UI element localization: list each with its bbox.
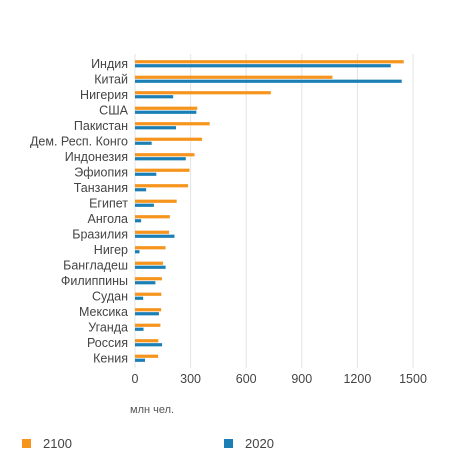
bar-2100 xyxy=(135,308,162,312)
x-tick-label: 900 xyxy=(291,372,312,386)
bar-2100 xyxy=(135,354,159,358)
bar-2100 xyxy=(135,230,170,234)
bars xyxy=(135,60,404,362)
bar-2020 xyxy=(135,64,391,68)
bar-2020 xyxy=(135,188,147,192)
x-axis-label: млн чел. xyxy=(130,404,175,416)
bar-2020 xyxy=(135,126,176,130)
bar-2020 xyxy=(135,157,186,161)
category-label: Мексика xyxy=(79,305,128,319)
legend-label-2020: 2020 xyxy=(245,436,274,451)
category-label: Танзания xyxy=(74,181,128,195)
x-tick-label: 1200 xyxy=(343,372,371,386)
bar-2100 xyxy=(135,184,189,188)
bar-2100 xyxy=(135,277,162,281)
x-tick-label: 600 xyxy=(236,372,257,386)
bar-2020 xyxy=(135,234,175,238)
category-label: Египет xyxy=(89,196,128,210)
bar-2020 xyxy=(135,358,146,362)
category-label: Дем. Респ. Конго xyxy=(30,134,128,148)
bar-2020 xyxy=(135,312,159,316)
bar-2020 xyxy=(135,95,174,99)
bar-2020 xyxy=(135,141,152,145)
category-label: Эфиопия xyxy=(74,165,128,179)
x-tick-label: 300 xyxy=(180,372,201,386)
category-label: Кения xyxy=(93,351,128,365)
bar-2100 xyxy=(135,199,177,203)
category-label: Бразилия xyxy=(72,227,128,241)
bar-2100 xyxy=(135,60,404,64)
bar-2020 xyxy=(135,79,402,83)
x-tick-label: 0 xyxy=(132,372,139,386)
bar-2100 xyxy=(135,246,166,250)
bar-2020 xyxy=(135,281,156,285)
category-label: США xyxy=(99,103,128,117)
bar-2020 xyxy=(135,172,157,176)
bar-2020 xyxy=(135,250,140,254)
bar-2100 xyxy=(135,292,162,296)
bar-2020 xyxy=(135,296,144,300)
legend-swatch-2100 xyxy=(22,439,31,448)
legend-item-2100: 2100 xyxy=(22,436,72,451)
bar-2100 xyxy=(135,261,163,265)
category-label: Россия xyxy=(87,336,128,350)
bar-2020 xyxy=(135,265,166,269)
category-label: Китай xyxy=(94,72,128,86)
bar-2020 xyxy=(135,110,197,114)
bar-2100 xyxy=(135,339,159,343)
category-label: Индия xyxy=(91,57,128,71)
legend-label-2100: 2100 xyxy=(43,436,72,451)
bar-2100 xyxy=(135,323,161,327)
category-label: Судан xyxy=(92,289,128,303)
category-label: Филиппины xyxy=(61,274,128,288)
x-tick-label: 1500 xyxy=(399,372,427,386)
bar-2100 xyxy=(135,91,271,95)
legend-item-2020: 2020 xyxy=(224,436,274,451)
bar-2020 xyxy=(135,327,144,331)
bar-2100 xyxy=(135,168,190,172)
category-label: Индонезия xyxy=(65,150,128,164)
category-label: Нигерия xyxy=(80,88,128,102)
bar-2100 xyxy=(135,75,333,79)
bar-2020 xyxy=(135,343,163,347)
category-label: Ангола xyxy=(88,212,128,226)
category-label: Нигер xyxy=(94,243,128,257)
x-tick-labels: 0 300 600 900 1200 1500 xyxy=(132,372,427,386)
category-label: Бангладеш xyxy=(63,258,128,272)
gridlines xyxy=(134,54,414,368)
bar-2100 xyxy=(135,122,210,126)
legend-swatch-2020 xyxy=(224,439,233,448)
bar-2100 xyxy=(135,153,195,157)
bar-2100 xyxy=(135,137,203,141)
category-label: Пакистан xyxy=(74,119,128,133)
bar-2020 xyxy=(135,203,154,207)
bar-2020 xyxy=(135,219,142,223)
bar-2100 xyxy=(135,215,170,219)
category-label: Уганда xyxy=(88,320,128,334)
bar-2100 xyxy=(135,106,198,110)
